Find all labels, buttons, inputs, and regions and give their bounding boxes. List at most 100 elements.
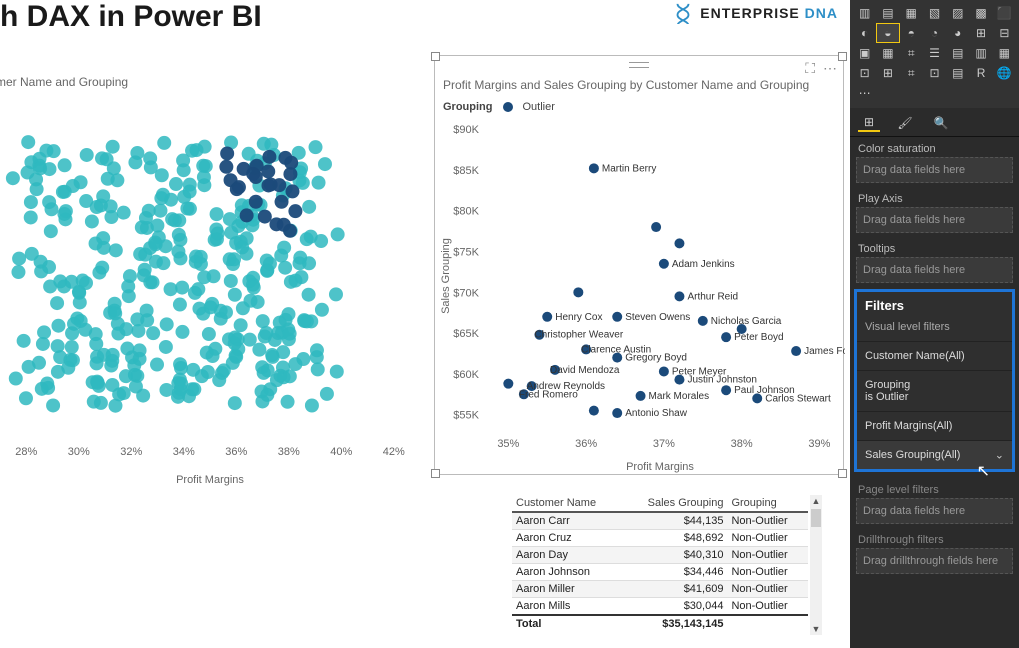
viz-type-icon[interactable]: 🌐 [994,64,1015,82]
chart2-visual[interactable]: ⛶ ⋯ Profit Margins and Sales Grouping by… [434,55,844,475]
viz-type-icon[interactable]: ⊞ [970,24,991,42]
svg-text:$85K: $85K [453,165,479,177]
field-well[interactable]: Drag data fields here [856,257,1013,283]
table-row[interactable]: Aaron Johnson$34,446Non-Outlier [512,564,808,581]
svg-text:$65K: $65K [453,328,479,340]
viz-type-icon[interactable]: ▨ [947,4,968,22]
viz-type-icon[interactable]: ▥ [970,44,991,62]
scroll-thumb[interactable] [811,509,821,527]
viz-type-icon[interactable]: ▤ [947,64,968,82]
svg-text:Sales Grouping: Sales Grouping [440,238,452,314]
viz-type-icon[interactable]: ▦ [901,4,922,22]
tab-fields[interactable]: ⊞ [858,114,880,132]
svg-text:$90K: $90K [453,124,479,136]
chart2-title: Profit Margins and Sales Grouping by Cus… [443,78,809,92]
viz-type-icon[interactable]: ⬛ [994,4,1015,22]
filter-item[interactable]: Customer Name(All) [857,341,1012,370]
viz-type-icon[interactable]: ⋯ [854,84,875,102]
viz-type-icon[interactable]: ▦ [877,44,898,62]
viz-type-icon[interactable]: ⌗ [901,44,922,62]
table-row[interactable]: Aaron Day$40,310Non-Outlier [512,547,808,564]
viz-type-icon[interactable]: ⌗ [901,64,922,82]
viz-type-icon[interactable]: ▧ [924,4,945,22]
table-header[interactable]: Customer Name [512,495,622,512]
svg-text:Steven Owens: Steven Owens [625,312,690,323]
viz-type-icon[interactable]: ◓ [901,24,922,42]
table-row[interactable]: Aaron Miller$41,609Non-Outlier [512,581,808,598]
filters-section: Filters Visual level filters Customer Na… [854,289,1015,472]
brand-logo: ENTERPRISE DNA [672,2,838,24]
table-row[interactable]: Aaron Cruz$48,692Non-Outlier [512,530,808,547]
more-options-icon[interactable]: ⋯ [823,60,837,77]
filter-item[interactable]: Groupingis Outlier [857,370,1012,411]
svg-text:David Mendoza: David Mendoza [550,365,620,376]
chart2-legend: Grouping Outlier [443,101,555,113]
svg-text:$60K: $60K [453,369,479,381]
viz-type-icon[interactable]: ◐ [854,24,875,42]
filter-section-label: Page level filters [850,478,1019,498]
viz-type-icon[interactable]: R [970,64,991,82]
svg-text:Justin Johnston: Justin Johnston [687,375,757,386]
svg-text:Carlos Stewart: Carlos Stewart [765,393,831,404]
svg-text:34%: 34% [173,446,195,458]
svg-text:36%: 36% [225,446,247,458]
viz-type-icon[interactable]: ⊟ [994,24,1015,42]
filter-well[interactable]: Drag data fields here [856,498,1013,524]
table-header[interactable]: Sales Grouping [622,495,727,512]
svg-text:Mark Morales: Mark Morales [649,391,710,402]
scroll-up-icon[interactable]: ▲ [810,495,822,507]
viz-type-icon[interactable]: ▤ [947,44,968,62]
viz-type-icon[interactable]: ◕ [947,24,968,42]
svg-text:Henry Cox: Henry Cox [555,312,602,323]
dna-icon [672,2,694,24]
viz-type-icon[interactable]: ⊞ [877,64,898,82]
tab-analytics[interactable]: 🔍 [930,114,952,132]
filter-section-label: Drillthrough filters [850,528,1019,548]
filter-well[interactable]: Drag drillthrough fields here [856,548,1013,574]
svg-text:39%: 39% [808,438,830,450]
svg-text:$70K: $70K [453,287,479,299]
filters-heading: Filters [857,292,1012,319]
svg-text:$75K: $75K [453,247,479,259]
field-well[interactable]: Drag data fields here [856,207,1013,233]
focus-mode-icon[interactable]: ⛶ [805,60,815,77]
svg-text:35%: 35% [497,438,519,450]
table-row[interactable]: Aaron Carr$44,135Non-Outlier [512,512,808,530]
field-well[interactable]: Drag data fields here [856,157,1013,183]
svg-text:38%: 38% [278,446,300,458]
viz-type-icon[interactable]: ◔ [924,24,945,42]
filter-item[interactable]: Profit Margins(All) [857,411,1012,440]
viz-type-icon[interactable]: ▦ [994,44,1015,62]
table-row[interactable]: Aaron Mills$30,044Non-Outlier [512,598,808,616]
svg-text:Antonio Shaw: Antonio Shaw [625,408,687,419]
chart1-scatter[interactable]: stomer Name and Grouping 28%30%32%34%36%… [0,75,430,475]
data-table[interactable]: Customer NameSales GroupingGroupingAaron… [512,495,822,645]
svg-text:38%: 38% [731,438,753,450]
table-header[interactable]: Grouping [727,495,808,512]
viz-type-icon[interactable]: ⊡ [854,64,875,82]
viz-type-icon[interactable]: ◒ [877,24,898,42]
filter-item[interactable]: Sales Grouping(All)⌄↖ [857,440,1012,469]
viz-type-icon[interactable]: ▤ [877,4,898,22]
table-scrollbar[interactable]: ▲ ▼ [810,495,822,635]
chevron-down-icon[interactable]: ⌄ [995,449,1004,462]
svg-text:Arthur Reid: Arthur Reid [687,291,738,302]
viz-type-icon[interactable]: ⊡ [924,64,945,82]
svg-text:36%: 36% [575,438,597,450]
viz-type-grid[interactable]: ▥▤▦▧▨▩⬛◐◒◓◔◕⊞⊟▣▦⌗☰▤▥▦⊡⊞⌗⊡▤R🌐⋯ [850,0,1019,108]
viz-type-icon[interactable]: ▣ [854,44,875,62]
drag-grip-icon[interactable] [629,62,649,68]
svg-text:30%: 30% [68,446,90,458]
viz-type-icon[interactable]: ▩ [970,4,991,22]
cursor-icon: ↖ [977,461,990,481]
viz-type-icon[interactable]: ☰ [924,44,945,62]
field-well-label: Tooltips [850,237,1019,257]
svg-text:$80K: $80K [453,206,479,218]
field-tabs[interactable]: ⊞ 🖌 🔍 [850,108,1019,137]
tab-format[interactable]: 🖌 [894,114,916,132]
visualizations-panel: ▥▤▦▧▨▩⬛◐◒◓◔◕⊞⊟▣▦⌗☰▤▥▦⊡⊞⌗⊡▤R🌐⋯ ⊞ 🖌 🔍 Colo… [850,0,1019,648]
page-title: h DAX in Power BI [0,0,262,34]
scroll-down-icon[interactable]: ▼ [810,623,822,635]
svg-text:Profit Margins: Profit Margins [626,461,694,473]
viz-type-icon[interactable]: ▥ [854,4,875,22]
